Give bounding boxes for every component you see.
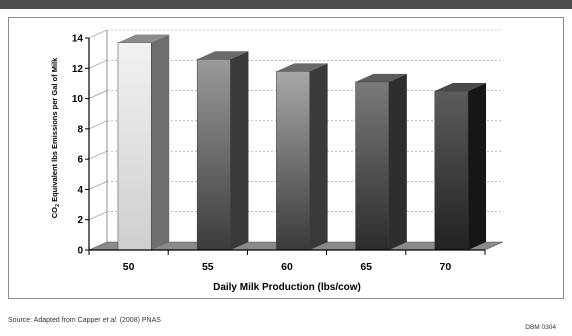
bar-side [388,73,407,250]
bar-side [151,34,170,250]
bar-side [230,51,249,251]
y-tick-label: 6 [77,155,83,166]
y-label-subscript: 2 [55,204,61,207]
y-tick-label: 14 [72,34,84,45]
bar-top [197,51,249,60]
bar-top [434,83,487,91]
bar-front [434,90,469,251]
gridline-diagonal [88,60,108,69]
bar-front [117,42,152,251]
gridline-diagonal [88,90,108,99]
gridline-diagonal [88,211,108,220]
gridline-diagonal [88,181,108,190]
y-tick-label: 12 [72,64,84,75]
bar-front [196,58,231,251]
source-prefix: Source: Adapted from Capper [8,317,103,324]
source-note: Source: Adapted from Capper et al. (2008… [8,317,161,324]
y-tick-label: 8 [77,124,83,135]
bar-top [355,73,407,82]
y-label-text: CO [50,207,59,218]
document-code: DBM 0304 [525,324,556,331]
x-tick-label: 55 [202,261,214,273]
y-tick-label: 0 [77,246,83,257]
y-tick-label: 2 [77,215,83,226]
bar-front [276,71,310,251]
bar-chart: 0 2 4 6 8 10 12 14 50 55 60 65 70 Daily Milk Producti… [50,29,504,293]
bar-side [468,83,487,250]
bar [355,73,407,251]
y-axis-label: CO2 Equivalent lbs Emissions per Gal of … [50,57,61,218]
bar-front [355,81,390,251]
bar [117,34,170,251]
bar-side [309,63,328,250]
x-tick-label: 50 [123,261,135,273]
gridline-diagonal [88,120,108,130]
bar-top [117,34,170,43]
y-tick-label: 4 [77,185,83,196]
bar [276,63,328,251]
chart-frame: 0 2 4 6 8 10 12 14 50 55 60 65 70 Daily Milk Producti… [8,17,564,299]
bar [196,51,249,251]
gridline-diagonal [88,29,108,39]
x-tick-label: 70 [440,261,452,273]
y-tick-label: 10 [72,94,84,105]
x-axis-label: Daily Milk Production (lbs/cow) [213,282,361,293]
x-tick-label: 65 [360,261,372,273]
x-tick-label: 60 [281,261,293,273]
header-bar [0,0,572,9]
y-label-text: Equivalent lbs Emissions per Gal of Milk [50,57,59,204]
gridline-diagonal [88,150,108,160]
bar [434,83,487,251]
source-italic: et al. [102,317,118,324]
bar-top [276,63,328,72]
source-suffix: (2008) PNAS [117,317,161,324]
